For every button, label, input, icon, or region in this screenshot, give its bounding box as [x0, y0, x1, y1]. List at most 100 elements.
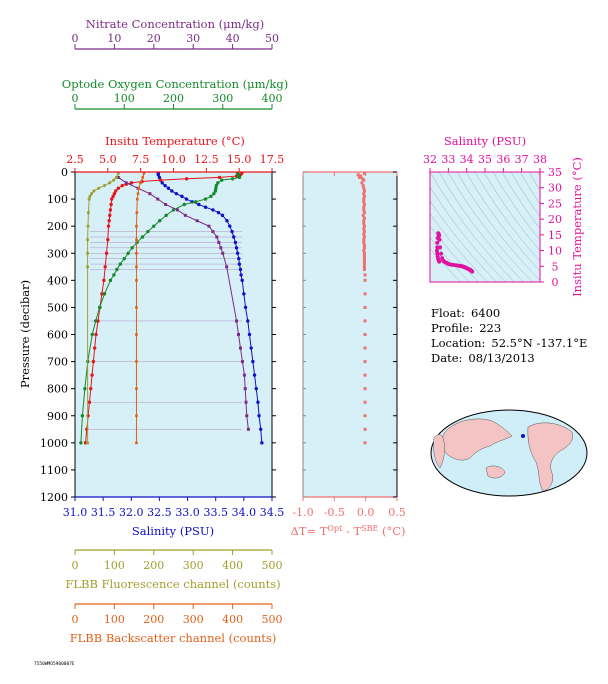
ts-contour-line: [438, 172, 524, 282]
temperature-point: [129, 181, 134, 185]
oxygen-point: [237, 175, 242, 180]
nitrate-tick-label: 40: [226, 32, 240, 45]
salinity-tick-label: 32.5: [147, 506, 172, 519]
svg-text:Profile:223: Profile: 223: [431, 321, 501, 335]
float-value: 6400: [471, 306, 500, 320]
backscatter-point: [135, 224, 138, 228]
backscatter-tick-label: 100: [104, 613, 125, 626]
salinity-point: [174, 191, 179, 196]
nitrate-point: [243, 387, 247, 391]
delta-point: [360, 181, 364, 185]
map-land-americas: [527, 422, 573, 492]
delta-point: [362, 227, 366, 231]
salinity-tick-label: 31.0: [63, 506, 88, 519]
svg-text:Location:52.5°N -137.1°E: Location: 52.5°N -137.1°E: [431, 336, 587, 350]
ts-salinity-tick-label: 32: [423, 153, 437, 166]
salinity-point: [228, 224, 232, 228]
pressure-tick-label: 1000: [40, 437, 68, 450]
pressure-tick-label: 400: [47, 274, 68, 287]
temperature-point: [89, 386, 93, 391]
nitrate-point: [219, 246, 223, 250]
salinity-point: [197, 202, 201, 207]
main-plot-panel: [75, 172, 272, 497]
temperature-point: [94, 332, 98, 337]
ts-point: [434, 248, 439, 253]
delta-point: [362, 243, 366, 247]
delta-point: [363, 400, 367, 404]
svg-text:Float:6400: Float: 6400: [431, 306, 500, 320]
oxygen-point: [130, 246, 134, 250]
delta-point: [362, 235, 366, 239]
backscatter-point: [135, 238, 138, 242]
oxygen-point: [122, 256, 126, 261]
oxygen-point: [220, 178, 224, 182]
salinity-axis-title: Salinity (PSU): [132, 524, 214, 538]
salinity-point: [259, 427, 263, 431]
nitrate-point: [175, 208, 179, 212]
map-land-australia: [485, 465, 506, 479]
fluorescence-point: [86, 441, 90, 445]
nitrate-point: [240, 360, 244, 364]
oxygen-point: [90, 332, 94, 337]
delta-point: [362, 268, 366, 271]
pressure-tick-label: 1100: [40, 464, 68, 477]
float-label: Float:: [431, 306, 465, 320]
fluorescence-profile-line: [87, 173, 119, 443]
temperature-point: [87, 400, 92, 404]
salinity-point: [203, 205, 208, 209]
oxygen-point: [213, 189, 218, 193]
oxygen-point: [193, 200, 198, 204]
ts-contour-line: [430, 200, 497, 282]
delta-point: [362, 192, 366, 196]
delta-point: [362, 178, 366, 182]
delta-point: [362, 205, 366, 209]
ts-contour-line: [474, 172, 540, 262]
ts-contour-line: [501, 172, 540, 230]
ts-temperature-tick-label: 30: [548, 182, 562, 195]
temperature-axis-title: Insitu Temperature (°C): [105, 134, 245, 148]
nitrate-tick-label: 30: [186, 32, 200, 45]
ts-point: [435, 240, 440, 245]
pressure-tick-label: 500: [47, 301, 68, 314]
oxygen-point: [214, 186, 218, 190]
pressure-tick-label: 1200: [40, 491, 68, 504]
delta-point: [362, 219, 366, 223]
salinity-point: [246, 319, 250, 323]
nitrate-point: [238, 346, 242, 350]
backscatter-point: [135, 414, 138, 418]
backscatter-point: [135, 387, 138, 390]
delta-point: [363, 346, 367, 350]
ts-salinity-tick-label: 35: [478, 153, 492, 166]
backscatter-axis-title: FLBB Backscatter channel (counts): [70, 631, 277, 645]
oxygen-point: [80, 414, 85, 418]
delta-point: [362, 240, 366, 244]
salinity-point: [160, 181, 164, 185]
delta-point: [356, 173, 360, 177]
delta-point: [362, 230, 366, 234]
temperature-point: [86, 414, 90, 418]
temperature-tick-label: 17.5: [260, 153, 285, 166]
temperature-point: [106, 238, 110, 242]
salinity-tick-label: 33.5: [203, 506, 228, 519]
salinity-tick-label: 31.5: [91, 506, 116, 519]
backscatter-point: [136, 192, 140, 195]
ts-salinity-tick-label: 38: [533, 153, 547, 166]
salinity-point: [156, 173, 160, 177]
backscatter-point: [142, 172, 146, 175]
fluorescence-point: [86, 251, 90, 255]
ts-salinity-tick-label: 36: [496, 153, 510, 166]
oxygen-point: [214, 183, 219, 188]
fluorescence-point: [97, 186, 101, 190]
oxygen-tick-label: 200: [163, 92, 184, 105]
date-value: 08/13/2013: [468, 351, 534, 365]
nitrate-point: [156, 197, 160, 201]
ts-point: [438, 245, 443, 250]
delta-point: [362, 238, 366, 242]
salinity-point: [260, 441, 264, 445]
oxygen-point: [102, 292, 107, 296]
oxygen-point: [152, 224, 156, 228]
nitrate-point: [245, 414, 249, 418]
salinity-tick-label: 33.0: [175, 506, 200, 519]
nitrate-point: [244, 400, 248, 404]
